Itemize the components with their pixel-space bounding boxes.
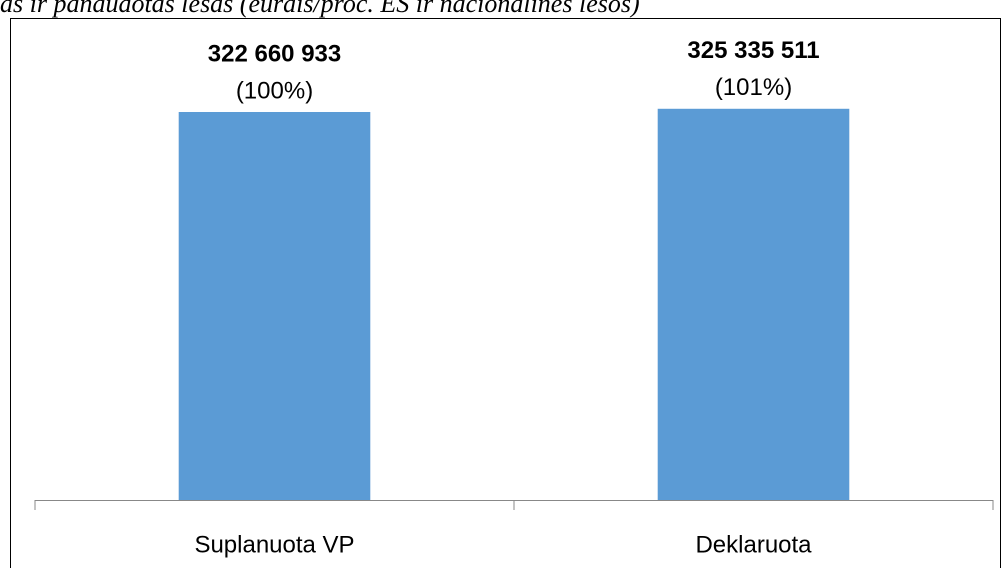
bar xyxy=(178,112,371,500)
chart-title: as ir panaudotas lėšas (eurais/proc. ES … xyxy=(0,0,640,18)
x-tick-label: Suplanuota VP xyxy=(194,531,354,558)
share-label: (100%) xyxy=(236,77,313,104)
x-tick-label: Deklaruota xyxy=(695,531,812,558)
chart-border xyxy=(10,18,1001,568)
value-label: 322 660 933 xyxy=(208,40,341,67)
share-label: (101%) xyxy=(715,74,792,101)
bar xyxy=(657,108,850,500)
value-label: 325 335 511 xyxy=(687,37,819,64)
